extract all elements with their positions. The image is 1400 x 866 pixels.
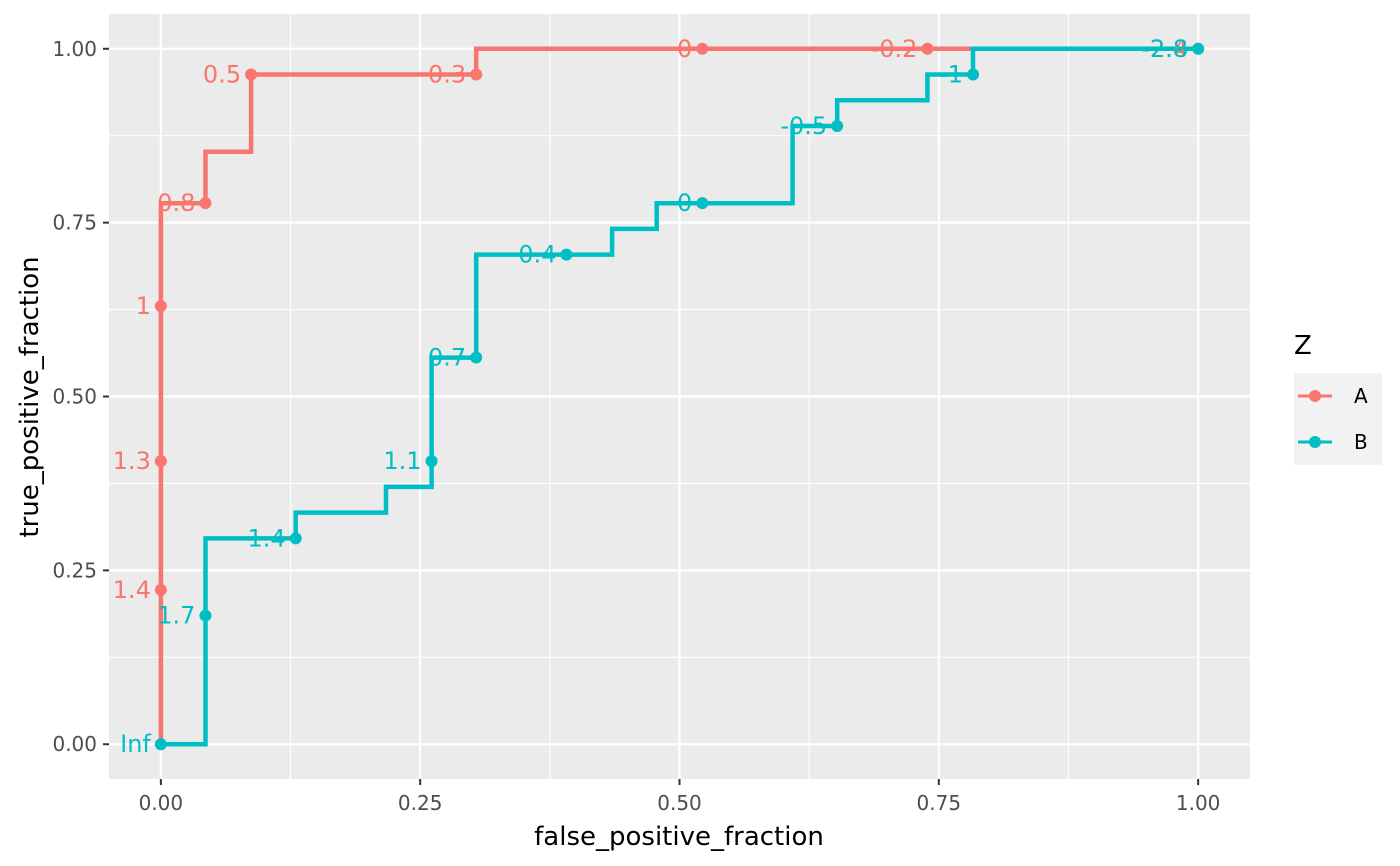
series-A-point — [696, 42, 709, 55]
legend-key-background — [1294, 373, 1382, 465]
legend-key-point — [1309, 436, 1321, 448]
series-B-point — [470, 351, 483, 364]
x-tick-label: 0.50 — [657, 791, 702, 815]
series-B-threshold-label: Inf — [120, 730, 151, 758]
series-A-step-line — [158, 46, 1199, 745]
series-A-threshold-label: -2.4 — [1141, 35, 1188, 63]
y-tick-label: 1.00 — [52, 37, 97, 61]
series-B-point — [967, 68, 980, 81]
x-tick-label: 0.00 — [139, 791, 184, 815]
legend-label: A — [1354, 384, 1368, 408]
y-tick-label: 0.00 — [52, 732, 97, 756]
x-tick-label: 0.75 — [917, 791, 962, 815]
series-A-threshold-label: 0.3 — [428, 61, 466, 89]
x-tick-label: 0.25 — [398, 791, 443, 815]
series-B-threshold-label: -1 — [939, 61, 963, 89]
series-A-point — [470, 68, 483, 81]
series-layer: 1.41.310.80.5 0.30 -0.2 -2.4Inf1.71.41.10.7… — [113, 35, 1205, 758]
series-B-point — [560, 248, 573, 261]
series-A-threshold-label: 1.3 — [113, 447, 151, 475]
series-A-point — [154, 455, 167, 468]
legend: Z AB — [1294, 331, 1382, 465]
legend-label: B — [1354, 430, 1368, 454]
series-B-threshold-label: 1.7 — [157, 602, 195, 630]
series-A-threshold-label: -0.2 — [871, 35, 918, 63]
series-B-point — [1192, 42, 1205, 55]
series-B-step-line — [160, 46, 1199, 747]
series-B-threshold-label: 0 — [677, 189, 692, 217]
series-B-point — [289, 532, 302, 545]
series-B-point — [425, 455, 438, 468]
series-A-point — [154, 300, 167, 313]
series-A-point — [245, 68, 258, 81]
y-axis: 0.00 0.25 0.50 0.75 1.00 — [52, 37, 109, 756]
y-tick-label: 0.25 — [52, 558, 97, 582]
x-tick-label: 1.00 — [1176, 791, 1221, 815]
series-A-threshold-label: 0.8 — [157, 189, 195, 217]
series-A-point — [199, 197, 212, 210]
series-B-point — [199, 609, 212, 622]
x-axis: 0.00 0.25 0.50 0.75 1.00 — [139, 779, 1221, 815]
y-tick-label: 0.50 — [52, 385, 97, 409]
series-B-threshold-label: 0.7 — [428, 344, 466, 372]
legend-title: Z — [1294, 331, 1312, 361]
legend-key-point — [1309, 390, 1321, 402]
x-axis-title: false_positive_fraction — [534, 822, 824, 852]
series-B-point — [831, 119, 844, 132]
series-B-threshold-label: 0.4 — [518, 241, 556, 269]
series-B-threshold-label: 1.4 — [248, 524, 286, 552]
series-B-threshold-label: 1.1 — [383, 447, 421, 475]
major-gridlines — [109, 14, 1250, 779]
series-A-point — [154, 583, 167, 596]
series-B-point — [154, 738, 167, 751]
y-axis-title: true_positive_fraction — [15, 256, 45, 537]
series-A-threshold-label: 0.5 — [203, 61, 241, 89]
series-A-threshold-label: 0 — [677, 35, 692, 63]
series-B-threshold-label: -0.5 — [780, 112, 827, 140]
series-B-threshold-label: -2.8 — [1141, 35, 1188, 63]
series-A-point — [921, 42, 934, 55]
series-A-threshold-label: 1.4 — [113, 576, 151, 604]
y-tick-label: 0.75 — [52, 211, 97, 235]
series-A-threshold-label: 1 — [136, 292, 151, 320]
series-B-point — [696, 197, 709, 210]
